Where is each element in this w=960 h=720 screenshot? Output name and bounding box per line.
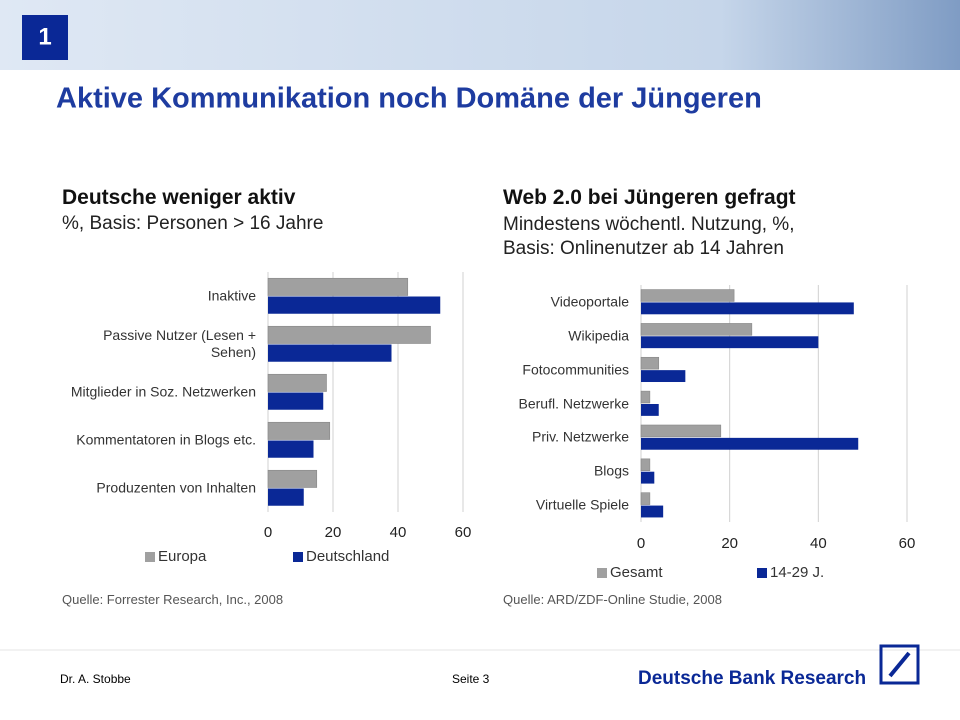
chart-source: Quelle: ARD/ZDF-Online Studie, 2008: [503, 592, 722, 607]
bar: [640, 492, 651, 505]
slide-title: Aktive Kommunikation noch Domäne der Jün…: [56, 83, 762, 115]
bar: [641, 471, 655, 484]
bar: [640, 424, 722, 438]
logo-box: [879, 644, 920, 685]
footer-logo-text: Deutsche Bank Research: [638, 668, 866, 689]
bar: [641, 302, 854, 315]
chart-subtitle: Mindestens wöchentl. Nutzung, %, Basis: …: [503, 214, 795, 259]
bar: [267, 421, 331, 440]
bar: [268, 488, 304, 506]
logo-slash: [888, 651, 911, 678]
x-tick-label: 60: [455, 524, 472, 541]
bar: [640, 356, 660, 370]
footer-author: Dr. A. Stobbe: [60, 672, 131, 686]
bar: [267, 373, 327, 392]
category-label: Mitglieder in Soz. Netzwerken: [70, 383, 256, 400]
chart-title: Deutsche weniger aktiv: [62, 186, 296, 209]
chart-title: Web 2.0 bei Jüngeren gefragt: [503, 186, 796, 209]
category-label: Priv. Netzwerke: [532, 428, 629, 445]
category-label: Virtuelle Spiele: [535, 496, 629, 513]
chart-subtitle: %, Basis: Personen > 16 Jahre: [62, 213, 324, 234]
category-label: Berufl. Netzwerke: [518, 395, 629, 411]
category-label: Blogs: [593, 462, 629, 479]
footer-page: Seite 3: [452, 672, 490, 686]
bar: [641, 437, 859, 450]
bar: [267, 469, 318, 488]
category-label: Videoportale: [550, 293, 629, 310]
bar: [641, 404, 659, 416]
category-label: Inaktive: [207, 287, 256, 304]
x-tick-label: 40: [390, 524, 407, 541]
bar: [640, 289, 735, 302]
bar: [268, 392, 324, 410]
category-label: Kommentatoren in Blogs etc.: [76, 431, 256, 448]
bar: [641, 336, 819, 349]
bar: [268, 344, 392, 362]
legend-swatch: [293, 552, 303, 562]
legend-label: 14-29 J.: [770, 564, 824, 581]
x-tick-label: 20: [325, 524, 342, 541]
bar: [268, 440, 314, 458]
bar: [640, 323, 753, 336]
category-label: Wikipedia: [568, 327, 629, 344]
bar: [641, 505, 664, 518]
chart-source: Quelle: Forrester Research, Inc., 2008: [62, 592, 284, 607]
legend-swatch: [597, 568, 607, 578]
bar: [640, 390, 651, 404]
bar: [267, 325, 431, 344]
legend-label: Gesamt: [610, 564, 663, 581]
legend-swatch: [145, 552, 155, 562]
bar: [267, 277, 409, 296]
category-label: Passive Nutzer (Lesen + Sehen): [103, 327, 256, 360]
legend-swatch: [757, 568, 767, 578]
category-label: Produzenten von Inhalten: [96, 479, 256, 496]
x-tick-label: 0: [264, 524, 272, 541]
x-tick-label: 60: [899, 535, 916, 552]
category-label: Fotocommunities: [522, 361, 629, 378]
slide-number: 1: [38, 23, 51, 50]
x-tick-label: 40: [810, 535, 827, 552]
x-tick-label: 20: [721, 535, 738, 552]
legend-label: Europa: [158, 548, 207, 565]
header-band: [0, 0, 960, 70]
legend-label: Deutschland: [306, 548, 389, 565]
bar: [641, 370, 686, 383]
bar: [640, 458, 651, 472]
bar: [268, 296, 441, 314]
slide-number-box: [22, 15, 68, 60]
x-tick-label: 0: [637, 535, 645, 552]
